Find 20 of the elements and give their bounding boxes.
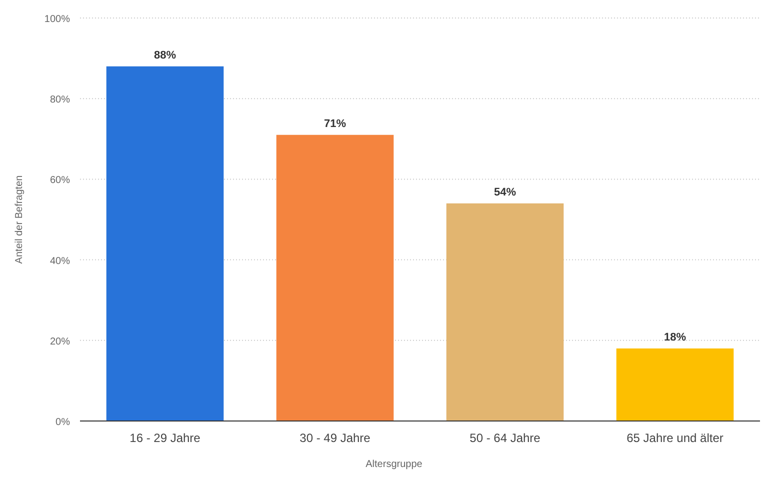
- data-label: 88%: [154, 49, 176, 62]
- x-tick-label: 65 Jahre und älter: [626, 431, 724, 445]
- y-tick-label: 100%: [44, 14, 70, 25]
- x-tick-label: 30 - 49 Jahre: [300, 431, 371, 445]
- bar: [446, 203, 564, 421]
- bar: [276, 134, 394, 421]
- y-tick-label: 20%: [50, 336, 70, 348]
- bar: [106, 66, 224, 421]
- x-tick-label: 50 - 64 Jahre: [470, 431, 541, 445]
- y-tick-label: 0%: [56, 417, 70, 428]
- y-tick-label: 40%: [50, 256, 70, 267]
- data-label: 54%: [494, 186, 516, 198]
- bar: [616, 348, 734, 421]
- data-label: 18%: [664, 331, 686, 344]
- x-tick-label: 16 - 29 Jahre: [130, 431, 201, 445]
- data-label: 71%: [324, 118, 346, 130]
- y-tick-label: 80%: [50, 94, 70, 106]
- y-axis-title: Anteil der Befragten: [14, 175, 25, 264]
- x-axis-title: Altersgruppe: [366, 459, 423, 470]
- y-tick-label: 60%: [50, 175, 70, 186]
